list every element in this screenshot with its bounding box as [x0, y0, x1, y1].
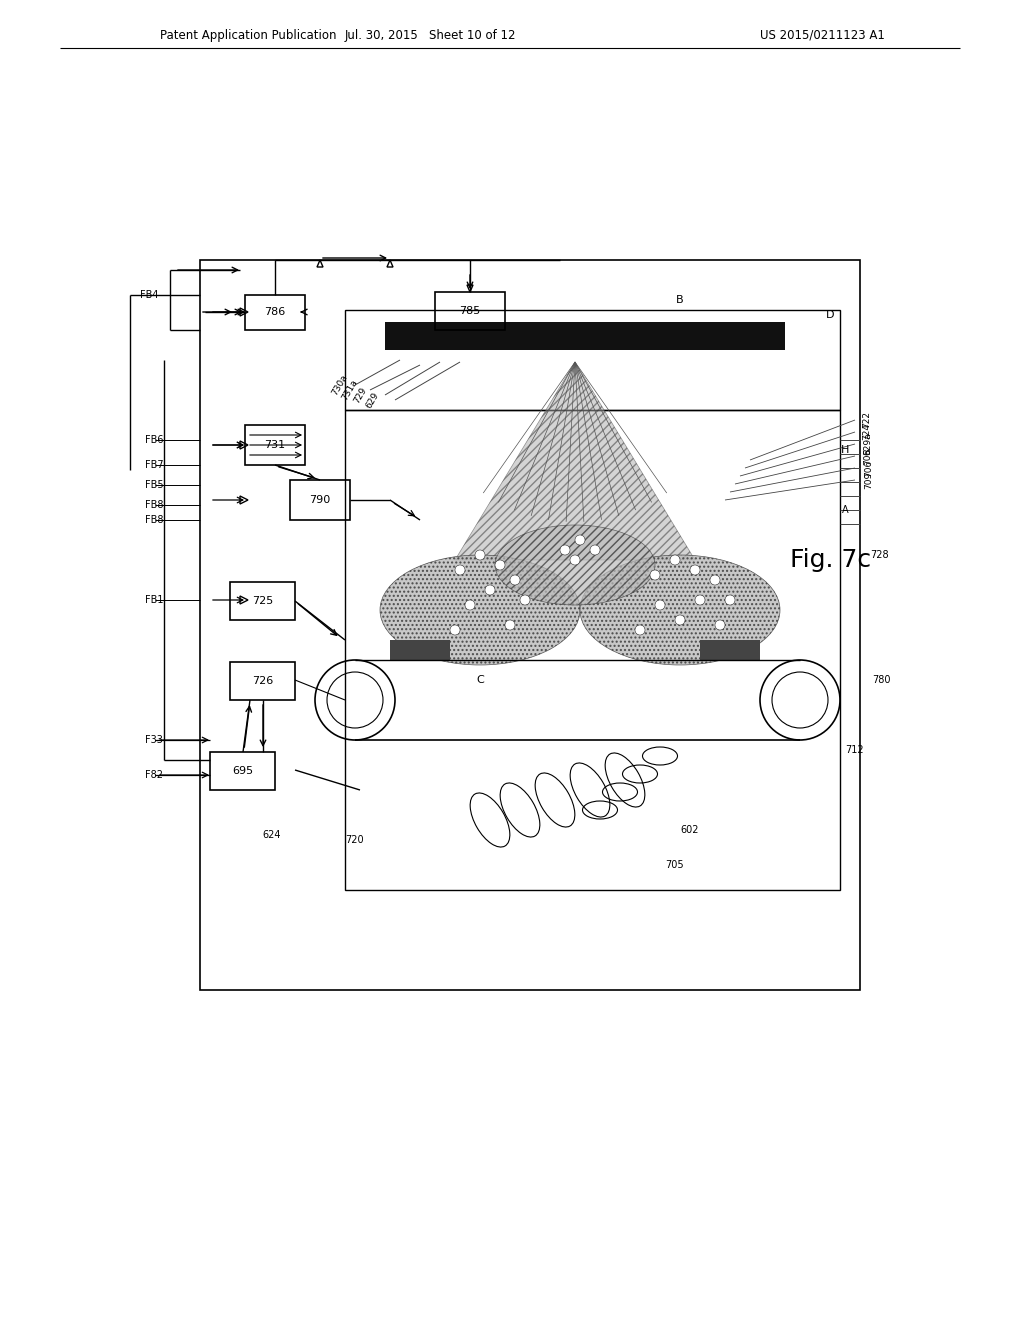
Text: 722: 722	[862, 412, 871, 429]
Text: FB7: FB7	[145, 459, 164, 470]
Text: H: H	[841, 445, 849, 455]
Text: 780: 780	[872, 675, 891, 685]
Text: D: D	[825, 310, 835, 319]
Text: 712: 712	[845, 744, 863, 755]
Text: FB4: FB4	[140, 290, 159, 300]
Bar	[345, 310, 840, 411]
Text: US 2015/0211123 A1: US 2015/0211123 A1	[760, 29, 885, 41]
Text: 70B: 70B	[863, 447, 872, 465]
Text: 731: 731	[264, 440, 286, 450]
Text: Jul. 30, 2015   Sheet 10 of 12: Jul. 30, 2015 Sheet 10 of 12	[344, 29, 516, 41]
Circle shape	[695, 595, 705, 605]
Circle shape	[575, 535, 585, 545]
Bar	[245, 294, 305, 330]
Circle shape	[485, 585, 495, 595]
Text: 720: 720	[346, 836, 365, 845]
Text: F82: F82	[145, 770, 163, 780]
Ellipse shape	[495, 525, 655, 605]
Text: FB8: FB8	[145, 500, 164, 510]
Text: 709: 709	[864, 471, 873, 488]
Text: 730a: 730a	[330, 372, 349, 397]
Bar	[700, 640, 760, 660]
Circle shape	[710, 576, 720, 585]
Text: FB5: FB5	[145, 480, 164, 490]
Circle shape	[495, 560, 505, 570]
Circle shape	[475, 550, 485, 560]
Text: 629a: 629a	[863, 433, 872, 455]
Bar	[385, 322, 785, 350]
Text: 725: 725	[252, 597, 273, 606]
Circle shape	[570, 554, 580, 565]
Text: 786: 786	[264, 308, 286, 317]
Ellipse shape	[580, 554, 780, 665]
Bar	[390, 640, 450, 660]
Circle shape	[590, 545, 600, 554]
Circle shape	[635, 624, 645, 635]
Bar	[200, 260, 860, 990]
Text: 790: 790	[309, 495, 331, 506]
Ellipse shape	[380, 554, 580, 665]
Text: 602: 602	[680, 825, 698, 836]
Circle shape	[650, 570, 660, 579]
Bar	[230, 663, 295, 700]
Text: 724: 724	[862, 424, 871, 441]
Bar	[290, 480, 350, 520]
Circle shape	[510, 576, 520, 585]
Text: Fig. 7c: Fig. 7c	[790, 548, 871, 572]
Text: FB6: FB6	[145, 436, 164, 445]
Text: 624: 624	[263, 830, 282, 840]
Bar	[435, 292, 505, 330]
Circle shape	[725, 595, 735, 605]
Text: C: C	[476, 675, 484, 685]
Circle shape	[505, 620, 515, 630]
Polygon shape	[455, 362, 695, 560]
Text: 705: 705	[665, 861, 684, 870]
Text: F33: F33	[145, 735, 163, 744]
Circle shape	[465, 601, 475, 610]
Circle shape	[675, 615, 685, 624]
Circle shape	[670, 554, 680, 565]
Text: 726: 726	[252, 676, 273, 686]
Text: FB1: FB1	[145, 595, 164, 605]
Circle shape	[455, 565, 465, 576]
Text: A: A	[842, 506, 848, 515]
Circle shape	[715, 620, 725, 630]
Bar	[345, 411, 840, 890]
Bar	[230, 582, 295, 620]
Text: 731a: 731a	[340, 378, 359, 403]
Circle shape	[690, 565, 700, 576]
Text: 728: 728	[870, 550, 889, 560]
Circle shape	[655, 601, 665, 610]
Text: FB8: FB8	[145, 515, 164, 525]
Circle shape	[450, 624, 460, 635]
Text: Patent Application Publication: Patent Application Publication	[160, 29, 337, 41]
Circle shape	[560, 545, 570, 554]
Bar	[245, 425, 305, 465]
Bar	[210, 752, 275, 789]
Text: B: B	[676, 294, 684, 305]
Text: 729: 729	[352, 385, 369, 405]
Circle shape	[520, 595, 530, 605]
Text: 695: 695	[232, 766, 254, 776]
Text: 706: 706	[864, 459, 873, 477]
Text: 785: 785	[460, 306, 480, 315]
Text: 629: 629	[364, 391, 380, 409]
